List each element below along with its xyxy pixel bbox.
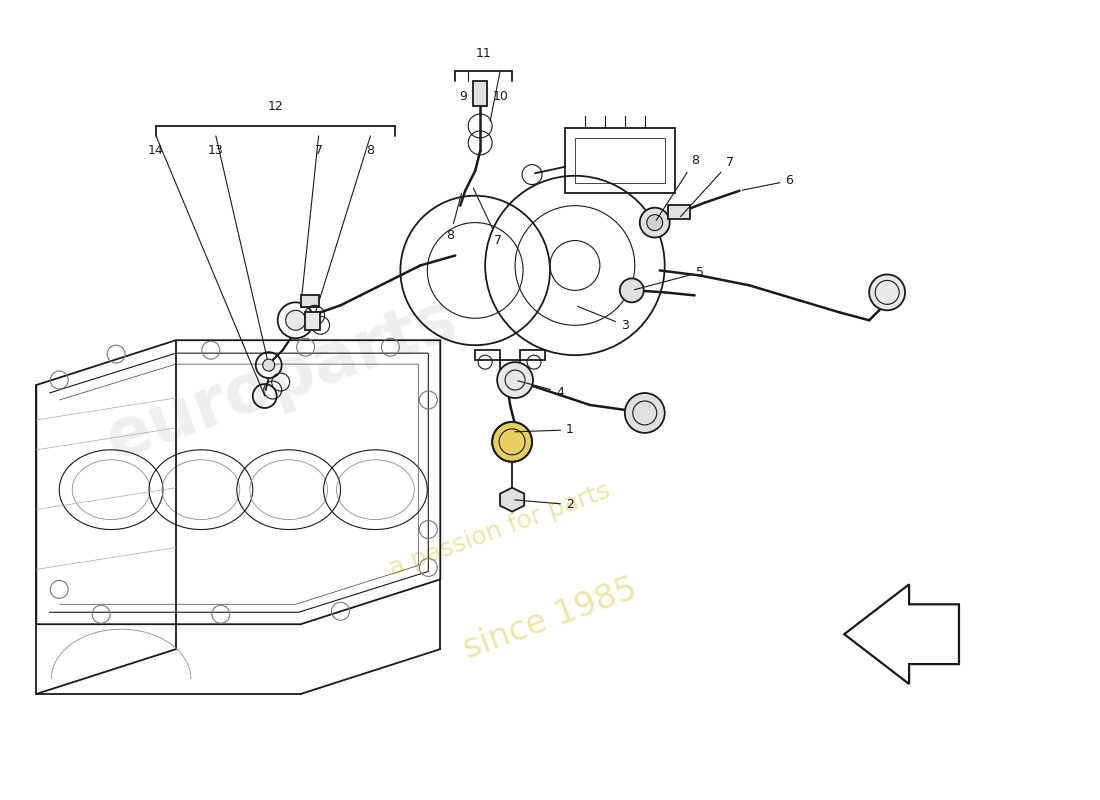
Bar: [565, 128, 674, 193]
Text: 10: 10: [492, 90, 508, 102]
Text: 4: 4: [518, 381, 564, 398]
Text: 7: 7: [681, 156, 734, 217]
Text: 2: 2: [515, 498, 574, 511]
Circle shape: [625, 393, 664, 433]
Circle shape: [647, 214, 662, 230]
Text: 8: 8: [366, 144, 374, 158]
Text: 8: 8: [447, 194, 462, 242]
Bar: [668, 205, 690, 218]
Bar: [305, 312, 320, 330]
Circle shape: [869, 274, 905, 310]
Circle shape: [497, 362, 534, 398]
Text: 7: 7: [473, 188, 502, 247]
Text: a passion for parts: a passion for parts: [386, 478, 614, 581]
Circle shape: [263, 359, 275, 371]
Polygon shape: [845, 584, 959, 684]
Bar: [473, 81, 487, 106]
Text: since 1985: since 1985: [459, 573, 641, 666]
Text: 7: 7: [315, 144, 322, 158]
Text: 8: 8: [657, 154, 698, 220]
Bar: [575, 138, 664, 182]
Circle shape: [619, 278, 644, 302]
Text: 5: 5: [635, 266, 704, 290]
Text: 11: 11: [476, 46, 492, 60]
Text: 13: 13: [208, 144, 223, 158]
Text: 9: 9: [460, 90, 467, 102]
Circle shape: [286, 310, 306, 330]
Bar: [300, 295, 319, 307]
Text: 1: 1: [515, 423, 574, 436]
Polygon shape: [500, 488, 525, 512]
Text: europarts: europarts: [97, 286, 465, 474]
Text: 14: 14: [148, 144, 164, 158]
Text: 3: 3: [578, 306, 629, 332]
Circle shape: [492, 422, 532, 462]
Bar: [874, 279, 899, 306]
Text: 12: 12: [267, 99, 284, 113]
Text: 6: 6: [742, 174, 793, 190]
Circle shape: [640, 208, 670, 238]
